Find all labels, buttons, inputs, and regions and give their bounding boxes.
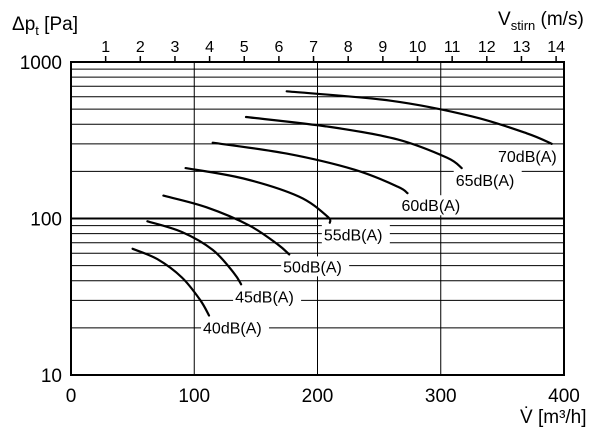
curve-label-bg [453, 170, 522, 191]
top-axis-label-main: V [498, 9, 511, 30]
y-tick-label: 100 [30, 210, 62, 231]
top-axis-label: Vstirn (m/s) [498, 9, 584, 33]
top-tick-label: 11 [444, 39, 461, 56]
curve-label-bg [399, 195, 468, 216]
curve-label: 50dB(A) [283, 259, 342, 276]
curve-70dB(A) [285, 90, 553, 145]
top-tick-label: 9 [378, 39, 387, 56]
y-axis-label-main: Δp [12, 14, 35, 35]
curve-label: 60dB(A) [401, 198, 460, 215]
y-axis-label: Δpt [Pa] [12, 14, 78, 38]
top-tick-label: 10 [409, 39, 427, 56]
top-tick-label: 8 [344, 39, 353, 56]
x-axis-label-unit: [m³/h] [533, 407, 587, 428]
top-tick-label: 14 [547, 39, 565, 56]
curve-label-bg [281, 256, 350, 277]
top-tick-label: 6 [274, 39, 283, 56]
x-tick-label: 300 [425, 386, 457, 407]
x-tick-label: 100 [178, 386, 210, 407]
plot-frame [70, 61, 565, 376]
curve-label: 55dB(A) [324, 228, 383, 245]
top-tick-label: 5 [240, 39, 249, 56]
x-tick-label: 0 [66, 386, 77, 407]
x-axis-label-symbol: V̇ [520, 407, 533, 428]
y-axis-label-sub: t [35, 23, 39, 38]
x-tick-label: 400 [548, 386, 580, 407]
axis-labels: Δpt [Pa] Vstirn (m/s) V̇ [m³/h] [12, 9, 587, 428]
top-tick-label: 1 [101, 39, 110, 56]
curve-label-bg [321, 224, 390, 245]
top-tick-label: 13 [513, 39, 531, 56]
curve-55dB(A) [184, 167, 332, 224]
curve-50dB(A) [162, 194, 291, 256]
curve-40dB(A) [131, 247, 211, 317]
curve-label-bg [233, 286, 302, 307]
top-axis-label-unit: (m/s) [535, 9, 584, 30]
x-tick-label: 200 [302, 386, 334, 407]
top-tick-label: 12 [478, 39, 496, 56]
y-tick-label: 1000 [20, 53, 62, 74]
curve-label: 65dB(A) [456, 173, 515, 190]
y-axis-label-unit: [Pa] [39, 14, 78, 35]
noise-curves: 40dB(A) 45dB(A) 50dB(A) 55dB(A) 60dB(A) 65dB(… [131, 90, 564, 338]
curve-label-bg [201, 317, 270, 338]
curve-label: 40dB(A) [203, 320, 262, 337]
top-axis-label-sub: stirn [511, 18, 536, 33]
top-tick-label: 7 [309, 39, 318, 56]
y-tick-label: 10 [41, 366, 62, 387]
top-tick-label: 3 [170, 39, 179, 56]
curve-label: 70dB(A) [498, 149, 557, 166]
x-axis-label: V̇ [m³/h] [520, 407, 587, 428]
top-tick-label: 4 [205, 39, 214, 56]
curve-65dB(A) [244, 115, 463, 170]
curve-60dB(A) [211, 141, 409, 195]
curve-label-bg [496, 145, 564, 166]
curve-label: 45dB(A) [235, 289, 294, 306]
top-tick-label: 2 [136, 39, 145, 56]
curve-45dB(A) [146, 220, 243, 286]
